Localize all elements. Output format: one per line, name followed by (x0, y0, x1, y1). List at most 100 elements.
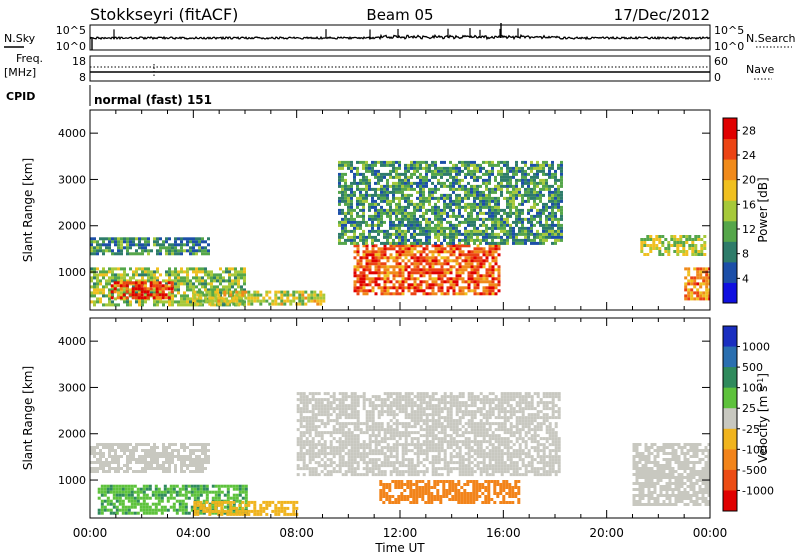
power-cell (413, 202, 416, 206)
velocity-cell (123, 470, 126, 473)
power-cell (419, 262, 423, 266)
power-cell (280, 302, 284, 306)
velocity-cell (338, 431, 342, 435)
velocity-cell (308, 428, 312, 432)
power-cell (401, 205, 404, 209)
power-cell (416, 160, 419, 164)
velocity-cell (147, 467, 150, 470)
power-cell (431, 205, 434, 209)
power-cell (521, 226, 524, 230)
power-cell (467, 169, 470, 173)
velocity-cell (132, 449, 135, 452)
power-cell (362, 160, 365, 164)
velocity-cell (389, 404, 393, 408)
velocity-cell (153, 458, 156, 461)
velocity-cell (368, 443, 372, 447)
power-cell (365, 190, 368, 194)
power-cell (440, 193, 443, 197)
velocity-cell (413, 431, 417, 435)
power-cell (446, 169, 449, 173)
power-cell (473, 220, 476, 224)
velocity-cell (204, 461, 207, 464)
power-cell (407, 211, 410, 215)
power-cell (479, 199, 482, 203)
power-cell (679, 235, 683, 238)
velocity-cell (280, 506, 284, 510)
power-cell (259, 293, 263, 297)
power-cell (545, 232, 548, 236)
power-cell (446, 277, 450, 281)
velocity-cell (308, 425, 312, 429)
velocity-cell (299, 431, 303, 435)
power-cell (491, 208, 494, 212)
velocity-cell (144, 458, 147, 461)
power-cell (395, 208, 398, 212)
power-cell (371, 199, 374, 203)
power-cell (129, 246, 132, 250)
power-cell (455, 283, 459, 287)
power-cell (322, 296, 326, 300)
velocity-cell (395, 419, 399, 423)
power-cell (404, 250, 408, 254)
velocity-cell (184, 508, 188, 512)
velocity-cell (202, 511, 206, 515)
power-cell (473, 160, 476, 164)
power-cell (652, 238, 656, 241)
power-cell (551, 190, 554, 194)
velocity-cell (383, 446, 387, 450)
power-cell (192, 270, 195, 274)
power-cell (377, 262, 381, 266)
power-cell (226, 299, 230, 303)
power-cell (506, 214, 509, 218)
velocity-cell (199, 511, 203, 515)
power-cell (464, 253, 468, 257)
power-cell (440, 217, 443, 221)
velocity-cell (299, 395, 303, 399)
power-cell (398, 238, 401, 242)
power-cell (138, 252, 141, 256)
velocity-cell (148, 511, 152, 515)
power-cell (494, 178, 497, 182)
power-cell (407, 265, 411, 269)
velocity-cell (326, 446, 330, 450)
velocity-cell (186, 446, 189, 449)
power-cell (410, 244, 414, 248)
power-cell (667, 253, 671, 256)
velocity-cell (356, 443, 360, 447)
power-cell (434, 250, 438, 254)
power-cell (238, 290, 242, 294)
power-cell (461, 220, 464, 224)
velocity-cell (217, 500, 221, 504)
power-cell (708, 291, 710, 295)
power-cell (392, 283, 396, 287)
velocity-cell (350, 422, 354, 426)
velocity-cell (126, 443, 129, 446)
power-cell (99, 300, 102, 304)
velocity-cell (96, 470, 99, 473)
velocity-cell (90, 452, 93, 455)
power-cell (347, 160, 350, 164)
power-cell (198, 267, 201, 271)
power-cell (120, 276, 123, 280)
velocity-cell (413, 395, 417, 399)
power-cell (353, 172, 356, 176)
power-cell (374, 163, 377, 167)
power-cell (386, 160, 389, 164)
velocity-cell (202, 490, 206, 494)
power-cell (401, 208, 404, 212)
power-cell (551, 211, 554, 215)
power-cell (168, 267, 171, 271)
velocity-cell (365, 467, 369, 471)
power-cell (425, 238, 428, 242)
power-cell (455, 163, 458, 167)
power-cell (195, 267, 198, 271)
power-cell (338, 178, 341, 182)
power-cell (551, 166, 554, 170)
power-cell (162, 279, 165, 283)
power-cell (174, 279, 177, 283)
power-cell (365, 184, 368, 188)
power-cell (90, 276, 93, 280)
power-cell (551, 217, 554, 221)
power-cell (365, 181, 368, 185)
power-cell (425, 220, 428, 224)
